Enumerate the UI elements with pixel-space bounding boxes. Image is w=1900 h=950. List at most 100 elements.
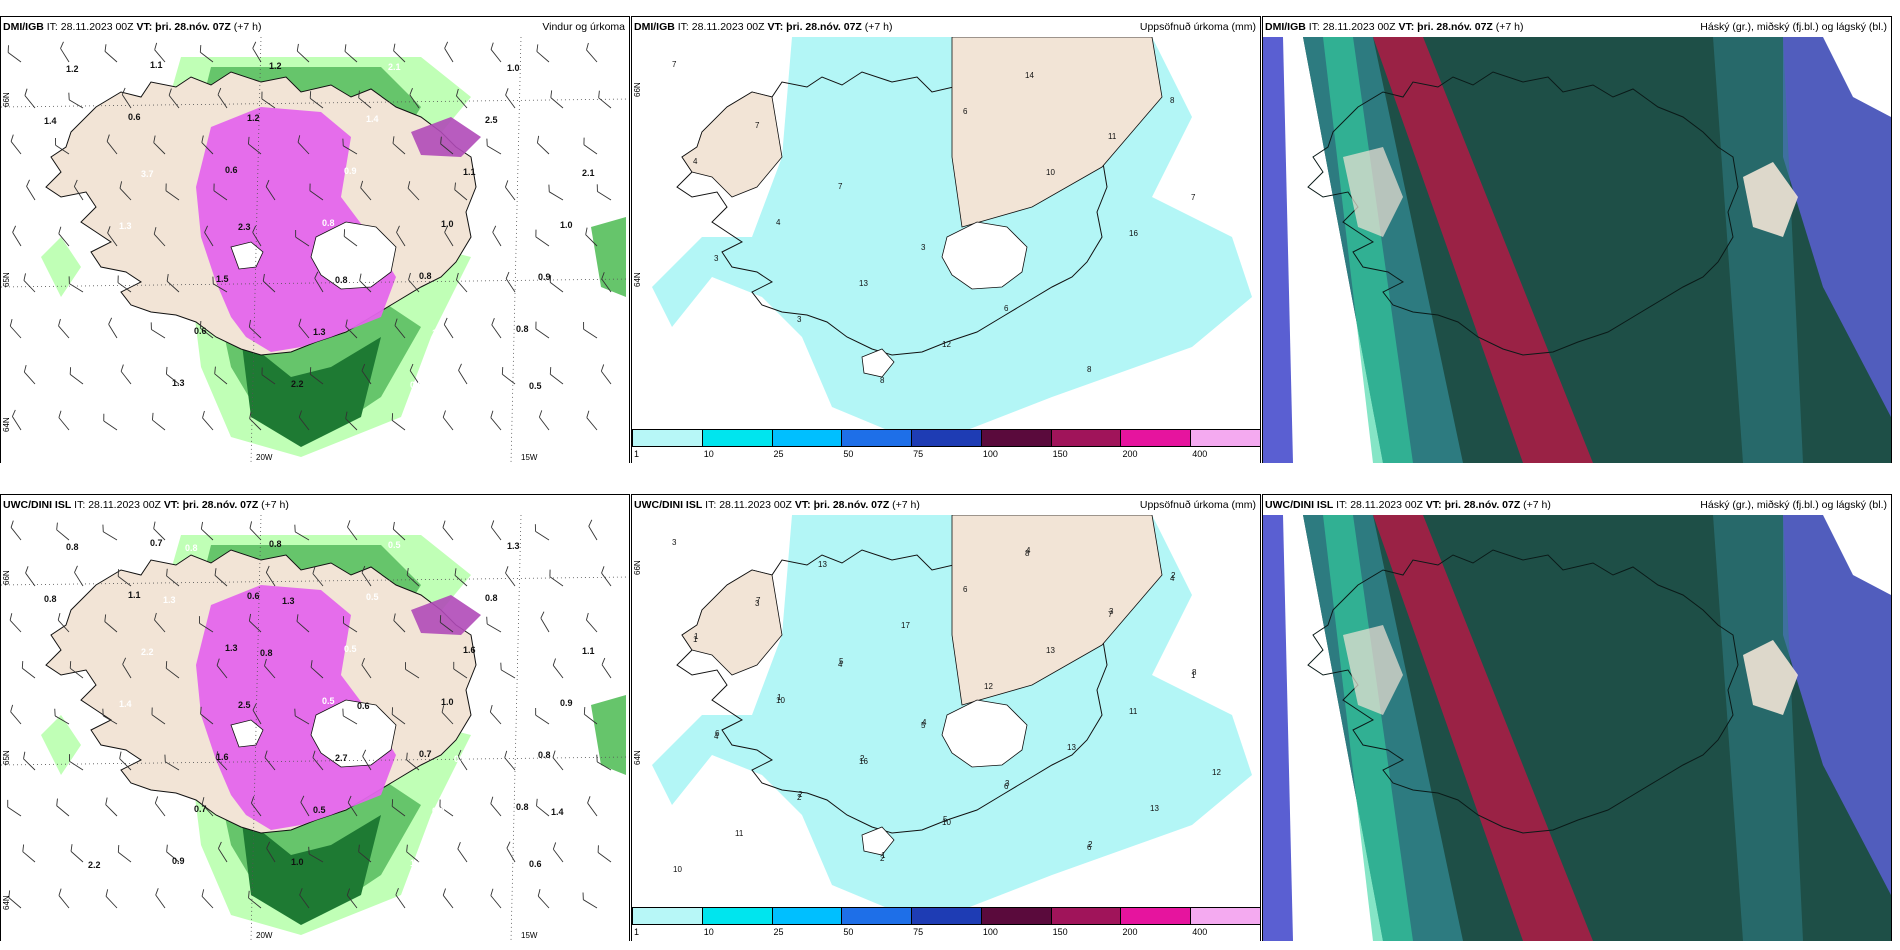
precip-value: 1.4 (119, 699, 132, 709)
accum-value: 13 (818, 560, 827, 569)
model-source: UWC/DINI ISL (1265, 499, 1334, 511)
accum-value: 12 (984, 682, 993, 691)
accum-value: 13 (1067, 743, 1076, 752)
precip-value: 0.8 (485, 593, 498, 603)
precip-value: 1.5 (216, 274, 229, 284)
map-panel-accum: DMI/IGB IT: 28.11.2023 00Z VT: þri. 28.n… (631, 16, 1261, 463)
accum-value: 5 (921, 721, 926, 730)
map-panel-wind: UWC/DINI ISL IT: 28.11.2023 00Z VT: þri.… (0, 494, 630, 941)
model-source: DMI/IGB (1265, 21, 1306, 33)
precip-value: 1.3 (97, 751, 110, 761)
panel-title: Háský (gr.), miðský (fj.bl.) og lágský (… (1700, 21, 1887, 33)
colorbar-tick: 75 (913, 927, 924, 937)
colorbar-swatch (701, 907, 773, 925)
precip-value: 0.7 (194, 804, 207, 814)
precip-value: 1.6 (216, 752, 229, 762)
colorbar-swatch (1190, 429, 1260, 447)
precip-value: 1.4 (551, 807, 564, 817)
low-cloud-field (1783, 37, 1891, 417)
accum-value: 8 (1170, 96, 1175, 105)
lat-label: 66N (633, 560, 642, 575)
precip-value: 1.3 (172, 378, 185, 388)
init-time-label: IT: (1308, 21, 1320, 33)
colorbar-tick: 100 (982, 927, 998, 937)
precip-value: 0.9 (560, 698, 573, 708)
colorbar-swatch (911, 907, 982, 925)
precip-value: 0.6 (357, 701, 370, 711)
accum-value: 7 (1191, 193, 1196, 202)
colorbar-tick: 25 (773, 927, 784, 937)
precip-value: 0.9 (53, 855, 66, 865)
colorbar-tick: 50 (843, 927, 854, 937)
precip-value: 2.1 (582, 168, 595, 178)
precip-value: 2.7 (335, 753, 348, 763)
init-time: 28.11.2023 00Z (1322, 21, 1396, 33)
precip-value: 1.1 (128, 590, 141, 600)
accum-value: 13 (1150, 804, 1159, 813)
precip-value: 0.7 (419, 749, 432, 759)
precip-value: 0.8 (260, 648, 273, 658)
precip-value: 2.2 (88, 860, 101, 870)
colorbar-tick: 10 (703, 449, 714, 459)
map-area: 0.8 1.1 1.3 0.5 0.7 0.8 0.9 0.7 0.6 0.5 1.0 0.8 0.6 0… (1, 515, 629, 941)
precip-value: 0.5 (388, 540, 401, 550)
colorbar-tick: 1 (634, 449, 640, 459)
precip-value: 2.5 (485, 115, 498, 125)
accum-value: 14 (1025, 71, 1034, 80)
wind-barbs (7, 41, 612, 431)
iceland-coastline (676, 71, 1108, 356)
model-source: DMI/IGB (634, 21, 675, 33)
mid-cloud-band (1373, 515, 1593, 941)
panel-title: Uppsöfnuð úrkoma (mm) (1139, 499, 1256, 511)
accum-value: 3 (1005, 779, 1010, 788)
map-panel-wind: DMI/IGB IT: 28.11.2023 00Z VT: þri. 28.n… (0, 16, 630, 463)
init-time-label: IT: (74, 499, 86, 511)
accum-value: 11 (735, 829, 744, 838)
precip-value: 1.2 (269, 61, 282, 71)
accum-value: 8 (1025, 549, 1030, 558)
precip-value: 0.9 (344, 166, 357, 176)
accum-value: 1 (1191, 671, 1196, 680)
precip-value: 1.1 (463, 167, 476, 177)
colorbar-swatch (980, 907, 1052, 925)
lon-label: 20W (256, 453, 273, 462)
colorbar-tick: 150 (1052, 927, 1068, 937)
map-svg: 0.7 0.6 0.6 0.8 0.8 0.8 1.1 1.1 1.2 0.9 1.0 0.9 0.9 1… (1, 37, 629, 463)
accum-value: 10 (1046, 168, 1055, 177)
panel-header: UWC/DINI ISL IT: 28.11.2023 00Z VT: þri.… (1263, 495, 1891, 515)
precip-value: 2.5 (238, 700, 251, 710)
colorbar-swatch (771, 907, 843, 925)
colorbar-tick: 25 (773, 449, 784, 459)
accum-value: 4 (1170, 574, 1175, 583)
init-time: 28.11.2023 00Z (1350, 499, 1423, 511)
precip-value: 0.8 (538, 750, 551, 760)
precip-value: 1.2 (66, 64, 79, 74)
precip-value: 0.5 (344, 644, 357, 654)
valid-time: þri. 28.nóv. 07Z (786, 21, 862, 33)
accum-value: 2 (880, 854, 885, 863)
accum-value: 7 (672, 60, 677, 69)
init-time: 28.11.2023 00Z (60, 21, 134, 33)
valid-time: þri. 28.nóv. 07Z (1444, 499, 1521, 511)
colorbar-swatch (841, 429, 913, 447)
precip-value: 0.6 (225, 165, 238, 175)
low-cloud-field (1783, 515, 1891, 895)
colorbar-tick: 75 (913, 449, 924, 459)
init-time: 28.11.2023 00Z (691, 21, 765, 33)
map-panel-cloud: DMI/IGB IT: 28.11.2023 00Z VT: þri. 28.n… (1262, 16, 1892, 463)
lat-label: 66N (633, 82, 642, 97)
colorbar-swatch (771, 429, 843, 447)
precip-value: 1.0 (560, 220, 573, 230)
accum-value: 2 (1171, 571, 1176, 580)
accum-value: 2 (798, 790, 803, 799)
accum-value: 6 (1087, 843, 1092, 852)
map-svg (1263, 515, 1891, 941)
map-svg (1263, 37, 1891, 463)
valid-time: þri. 28.nóv. 07Z (155, 21, 231, 33)
map-svg: 3345664110161087142261311121113171213131… (632, 515, 1260, 941)
iceland-coastline (1307, 549, 1739, 834)
lon-label: 15W (521, 453, 538, 462)
colorbar-swatch (1050, 429, 1122, 447)
lat-lon-grid (1, 515, 629, 941)
valid-time-label: VT: (136, 21, 153, 33)
